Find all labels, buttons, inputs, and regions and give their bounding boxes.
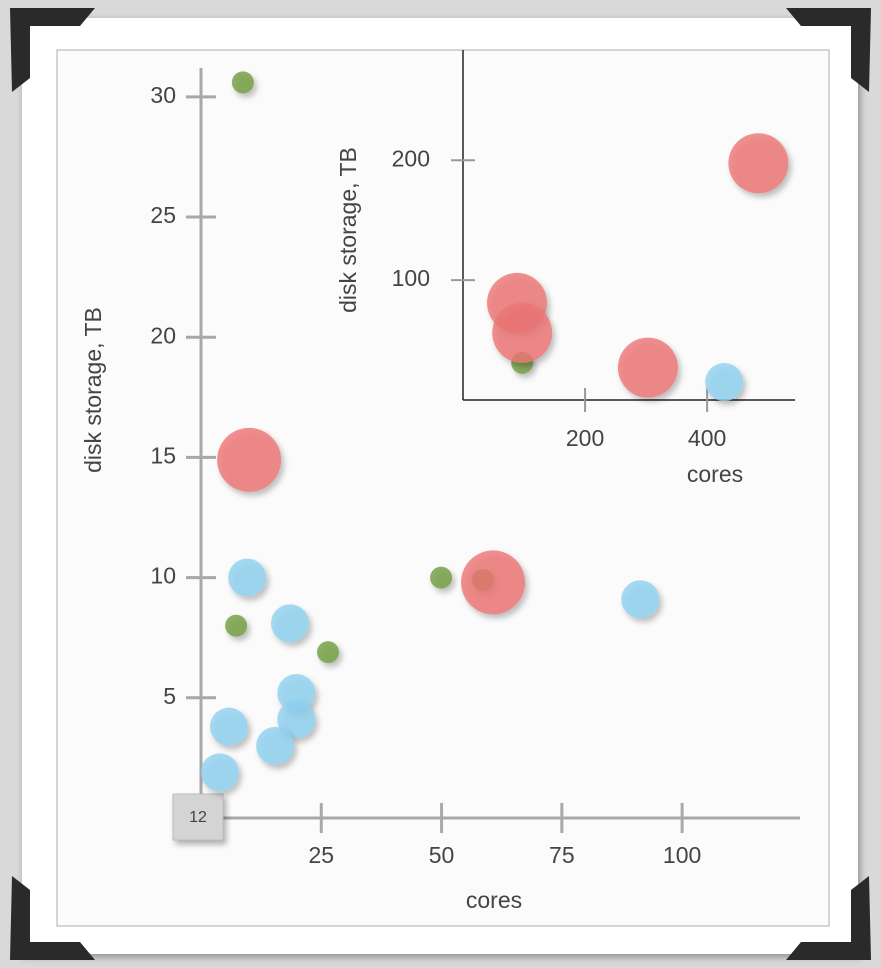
- y-tick-label: 5: [163, 683, 176, 709]
- y-tick-label: 100: [392, 265, 430, 291]
- bubble: [430, 567, 452, 589]
- framed-chart: 5 10 15 20 25 30 25 50 75 100 disk storage, TB core…: [0, 0, 881, 968]
- bubble: [618, 338, 678, 398]
- y-tick-label: 30: [150, 82, 176, 108]
- page: {"chart_data": [ {"type": "scatter", "xl…: [0, 0, 881, 968]
- y-tick-label: 20: [150, 322, 176, 348]
- x-tick-label: 100: [663, 842, 701, 868]
- bubble: [232, 71, 254, 93]
- x-axis-title: cores: [466, 887, 522, 913]
- x-tick-label: 400: [688, 425, 726, 451]
- bubble: [492, 303, 552, 363]
- bubble: [201, 753, 239, 791]
- bubble: [256, 727, 294, 765]
- y-tick-label: 15: [150, 443, 176, 469]
- bubble: [621, 580, 659, 618]
- bubble: [217, 428, 281, 492]
- bubble: [210, 708, 248, 746]
- bubble: [461, 550, 525, 614]
- bubble: [317, 641, 339, 663]
- y-tick-label: 25: [150, 202, 176, 228]
- x-tick-label: 50: [429, 842, 455, 868]
- x-tick-label: 75: [549, 842, 575, 868]
- annotation: 12: [189, 809, 207, 826]
- y-tick-label: 10: [150, 563, 176, 589]
- y-axis-title: disk storage, TB: [80, 307, 106, 473]
- bubble: [705, 363, 743, 401]
- bubble: [271, 604, 309, 642]
- y-axis-title: disk storage, TB: [335, 147, 361, 313]
- bubble: [228, 559, 266, 597]
- bubble: [728, 133, 788, 193]
- bubble: [225, 615, 247, 637]
- x-tick-label: 25: [308, 842, 334, 868]
- x-tick-label: 200: [566, 425, 604, 451]
- x-axis-title: cores: [687, 461, 743, 487]
- y-tick-label: 200: [392, 145, 430, 171]
